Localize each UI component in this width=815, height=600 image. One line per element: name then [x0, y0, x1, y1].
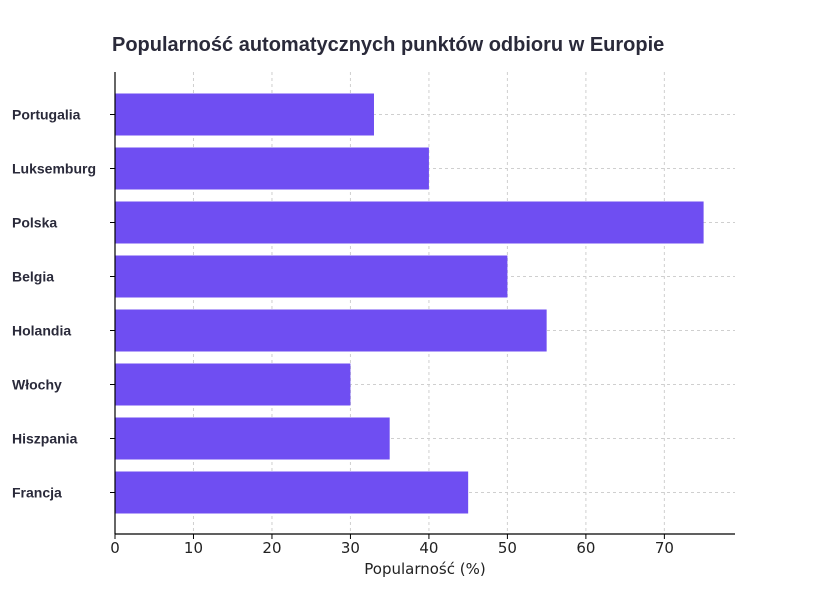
x-tick-label: 20 [262, 539, 281, 557]
axes: 0 10 20 30 40 50 60 70 [110, 72, 735, 557]
category-label: Portugalia [12, 107, 81, 123]
category-labels: Portugalia Luksemburg Polska Belgia Holandia… [12, 107, 96, 501]
x-axis-title: Popularność (%) [364, 560, 485, 578]
category-label: Hiszpania [12, 431, 78, 447]
bar-holandia [115, 309, 547, 352]
x-tick-label: 30 [341, 539, 360, 557]
category-label: Luksemburg [12, 161, 96, 177]
bar-hiszpania [115, 417, 390, 460]
bar-belgia [115, 255, 508, 298]
x-tick-label: 0 [110, 539, 120, 557]
bar-włochy [115, 363, 351, 406]
grid-lines [115, 72, 735, 534]
category-label: Holandia [12, 323, 71, 339]
bar-portugalia [115, 93, 374, 136]
x-tick-label: 60 [576, 539, 595, 557]
x-tick-label: 10 [184, 539, 203, 557]
category-label: Włochy [12, 377, 62, 393]
bar-luksemburg [115, 147, 429, 190]
bar-polska [115, 201, 704, 244]
x-tick-label: 50 [498, 539, 517, 557]
bars [115, 93, 704, 514]
bar-francja [115, 471, 469, 514]
category-label: Belgia [12, 269, 54, 285]
category-label: Francja [12, 485, 62, 501]
category-label: Polska [12, 215, 57, 231]
chart-title: Popularność automatycznych punktów odbio… [112, 34, 664, 56]
x-tick-label: 70 [655, 539, 674, 557]
x-tick-label: 40 [419, 539, 438, 557]
